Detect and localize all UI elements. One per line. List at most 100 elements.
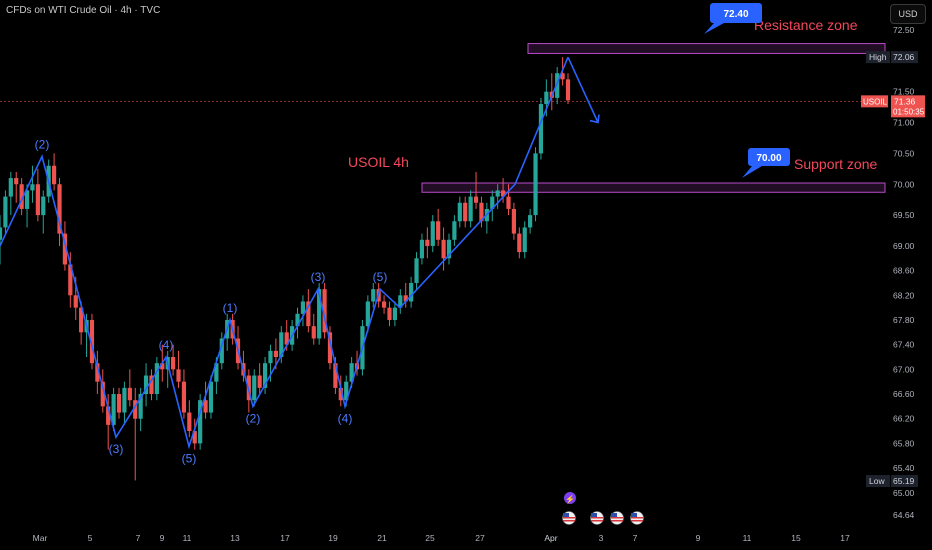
candle-body [100, 381, 105, 407]
candle [371, 282, 376, 308]
candle-body [506, 196, 511, 209]
candle-body [555, 73, 560, 98]
wave-line [0, 56, 569, 450]
candle-body [171, 357, 176, 370]
candle [24, 184, 30, 228]
candle-body [544, 91, 549, 105]
candle-body [219, 338, 224, 364]
price-bubble-value: 72.40 [723, 9, 748, 20]
wave-label: (4) [159, 338, 174, 352]
candle [436, 208, 441, 246]
high-label-box [866, 51, 890, 64]
time-tick: 27 [475, 533, 485, 543]
candle-body [198, 400, 203, 444]
candle-body [268, 350, 273, 364]
candle-body [106, 406, 111, 425]
candle-body [371, 289, 376, 302]
candle [35, 168, 40, 222]
candle [57, 178, 62, 246]
candle-body [495, 190, 500, 197]
candle [528, 208, 533, 234]
candle [311, 313, 316, 345]
currency-button[interactable]: USD [890, 4, 926, 24]
candle-body [457, 202, 462, 222]
candle [555, 67, 560, 105]
candle [154, 357, 159, 401]
candle [409, 276, 414, 308]
candle-body [116, 394, 122, 413]
candle [533, 147, 538, 222]
candle [365, 295, 370, 333]
candle [89, 313, 95, 370]
candle-body [143, 375, 149, 395]
candle-body [533, 153, 538, 216]
candle-body [8, 178, 13, 197]
candle-body [133, 400, 138, 419]
lightning-icon[interactable] [564, 492, 576, 504]
price-bubble-pointer [742, 166, 762, 178]
candle [300, 295, 306, 327]
time-tick: 19 [328, 533, 338, 543]
price-tick: 67.00 [893, 364, 915, 374]
candle-body [392, 307, 397, 320]
us-flag-icon[interactable] [562, 511, 576, 525]
support-label: Support zone [794, 156, 877, 172]
candle-body [252, 375, 257, 401]
price-tick: 71.00 [893, 118, 915, 128]
price-tick: 65.00 [893, 488, 915, 498]
candle [398, 289, 403, 314]
high-label: High [869, 52, 887, 62]
candle [538, 97, 544, 160]
us-flag-icon[interactable] [630, 511, 644, 525]
candle-body [30, 184, 35, 191]
time-tick: 5 [88, 533, 93, 543]
candle-body [214, 363, 219, 382]
chart-annotation-title: USOIL 4h [348, 154, 409, 170]
symbol-badge-text: USOIL [863, 97, 888, 106]
resistance-zone [527, 43, 886, 54]
candle [517, 227, 522, 259]
candle-body [322, 289, 327, 333]
price-tick: 65.80 [893, 438, 915, 448]
candle-body [73, 295, 78, 308]
candle-body [538, 104, 544, 154]
candle-body [425, 239, 430, 246]
candle [149, 369, 154, 401]
candle-body [41, 196, 46, 216]
candle [3, 190, 8, 234]
price-tick: 65.40 [893, 463, 915, 473]
wave-label: (4) [338, 411, 353, 425]
candle-body [306, 301, 311, 327]
time-tick: Mar [33, 533, 48, 543]
candles [0, 57, 571, 481]
low-label: Low [869, 476, 885, 486]
candle-body [14, 178, 19, 185]
candle [181, 369, 187, 419]
candle-body [381, 301, 387, 308]
candle [252, 369, 257, 407]
us-flag-icon[interactable] [590, 511, 604, 525]
candle [19, 178, 24, 216]
elliott-wave: (2) (3) (4) (5) (1) (2) (3) (4) (5) [0, 56, 600, 465]
candle [463, 196, 468, 228]
low-value: 65.19 [893, 476, 915, 486]
us-flag-icon[interactable] [610, 511, 624, 525]
candle [262, 357, 268, 395]
time-tick: 9 [696, 533, 701, 543]
candle-body [511, 208, 517, 234]
candle [479, 196, 484, 228]
candle [322, 282, 327, 339]
candle-body [192, 431, 197, 444]
candle-body [3, 196, 8, 228]
candle [457, 196, 462, 228]
candle-body [522, 227, 527, 253]
candle-body [79, 307, 84, 333]
price-bubble [710, 3, 762, 23]
candle-body [154, 363, 159, 395]
high-value-box [891, 51, 918, 64]
candle [441, 227, 446, 271]
time-tick: 7 [633, 533, 638, 543]
price-tick: 69.00 [893, 241, 915, 251]
wave-label: (3) [109, 442, 124, 456]
